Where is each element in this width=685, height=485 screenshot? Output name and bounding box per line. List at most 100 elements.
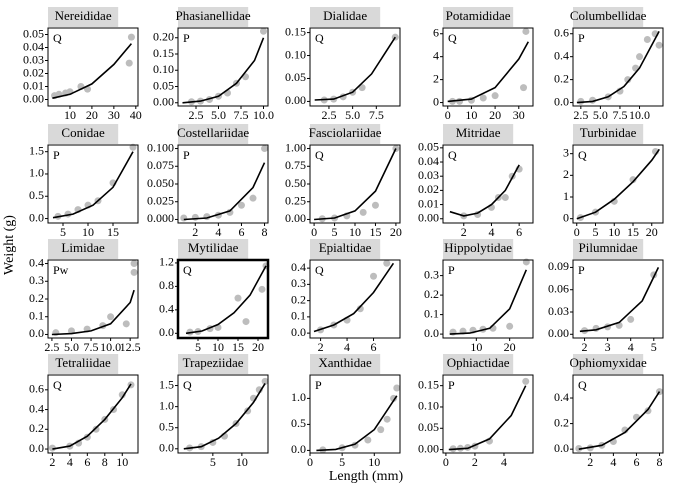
panel-title: Ophiomyxidae [569,355,646,370]
x-tick-label: 4 [344,340,350,354]
fit-line [51,289,135,336]
x-tick-label: 15 [369,225,381,239]
annotation: Q [315,148,324,162]
point [501,193,509,201]
y-tick-label: 0.100 [147,140,174,154]
y-tick-label: 1.00 [285,140,306,154]
point [258,285,266,293]
fit-line [52,383,132,450]
y-tick-label: 0.0 [554,94,569,108]
y-tick-label: 0.01 [23,78,44,92]
y-tick-label: 0.4 [29,401,44,415]
plot-frame [47,259,139,339]
panel-title: Potamididae [446,8,511,23]
annotation: Q [183,378,192,392]
panel-title: Mitridae [456,125,501,140]
x-tick-label: 4 [488,225,494,239]
point [364,436,372,444]
fit-line [579,267,660,333]
title-box [178,239,249,259]
plot-frame [442,374,534,454]
y-tick-label: 0.0 [554,441,569,455]
y-tick-label: 1.0 [159,398,174,412]
y-tick-label: 0.04 [23,39,44,53]
y-tick-label: 0.0 [29,326,44,340]
annotation: P [183,31,190,45]
panel-title: Xanthidae [318,355,372,370]
annotation: Q [448,148,457,162]
x-tick-label: 20 [504,340,516,354]
fit-line [316,395,398,452]
y-tick-label: 0.025 [147,193,174,207]
annotation: P [448,263,455,277]
x-tick-label: 10.0 [253,108,274,122]
point [358,84,366,92]
point [191,213,199,221]
y-tick-label: 0.05 [153,78,174,92]
point [130,268,138,276]
fit-line [314,148,397,221]
x-tick-label: 2 [318,340,324,354]
x-tick-label: 2 [192,225,198,239]
y-tick-label: 0.10 [418,399,439,413]
y-tick-label: 0.75 [285,158,306,172]
y-tick-label: 0.050 [147,176,174,190]
title-box [443,354,514,374]
y-axis-label: Weight (g) [2,215,17,275]
y-tick-label: 0.04 [418,154,439,168]
fit-line [447,41,530,103]
y-tick-label: 4 [433,48,439,62]
x-tick-label: 3 [605,340,611,354]
x-tick-label: 10 [349,225,361,239]
y-tick-label: 0.3 [291,276,306,290]
plot-frame [309,259,401,339]
y-tick-label: 0.2 [291,292,306,306]
y-tick-label: 1.0 [29,166,44,180]
x-tick-label: 20 [646,225,658,239]
y-tick-label: 0.6 [554,25,569,39]
y-tick-label: 0.0 [29,210,44,224]
x-tick-label: 30 [108,108,120,122]
y-tick-label: 0.0 [159,441,174,455]
point [370,272,378,280]
panel-title: Tetraliidae [55,355,111,370]
y-tick-label: 0.09 [548,259,569,273]
panel-title: Costellariidae [177,125,249,140]
fit-line [449,269,528,335]
x-tick-label: 2 [582,340,588,354]
y-tick-label: 0.03 [548,304,569,318]
annotation: P [315,378,322,392]
x-tick-label: 2 [587,455,593,469]
y-tick-label: 1 [563,189,569,203]
x-tick-label: 0 [443,455,449,469]
title-box [178,7,249,27]
x-tick-label: 4 [501,455,507,469]
y-tick-label: 0.05 [285,70,306,84]
y-tick-label: 0.4 [291,260,306,274]
point [636,53,644,61]
panel-title: Columbellidae [570,8,647,23]
y-tick-label: 0.8 [159,278,174,292]
y-tick-label: 0.00 [285,93,306,107]
y-tick-label: 0 [433,94,439,108]
point [122,320,130,328]
plot-frame [572,27,664,107]
x-tick-label: 5 [195,340,201,354]
y-tick-label: 0.000 [147,211,174,225]
title-box [443,239,514,259]
x-tick-label: 4 [215,225,221,239]
x-tick-label: 6 [238,225,244,239]
y-tick-label: 0.00 [548,326,569,340]
y-tick-label: 0.05 [23,26,44,40]
y-tick-label: 1.0 [291,390,306,404]
y-tick-label: 0.00 [418,210,439,224]
title-box [573,239,644,259]
fit-line [52,151,134,219]
y-tick-label: 0.2 [424,287,439,301]
point [127,33,135,41]
y-tick-label: 0.2 [29,291,44,305]
y-tick-label: 0.02 [23,65,44,79]
y-tick-label: 0.5 [291,416,306,430]
panel-title: Limidae [61,240,105,255]
x-tick-label: 10 [212,340,224,354]
